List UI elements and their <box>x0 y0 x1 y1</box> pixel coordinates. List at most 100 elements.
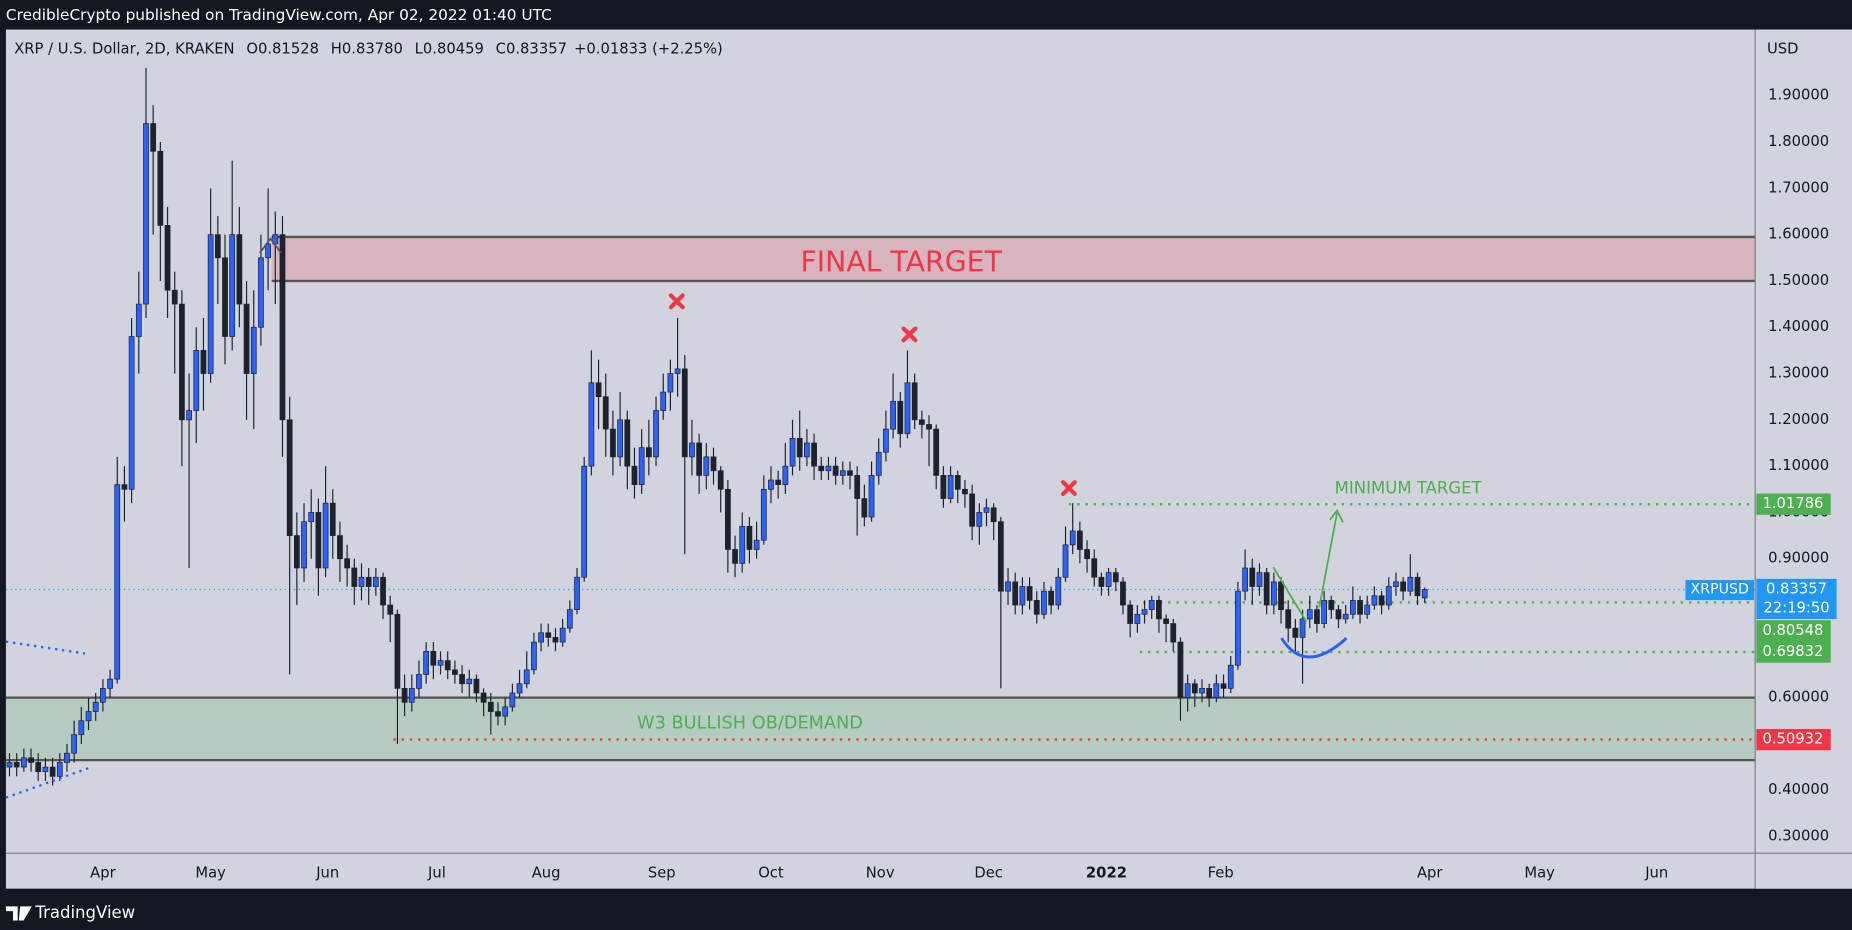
candle-body <box>868 475 875 518</box>
candle-body <box>502 706 509 717</box>
ohlc-label: C <box>496 41 506 58</box>
candle-body <box>1120 581 1126 606</box>
candle-body <box>861 498 868 518</box>
ohlc-value: 0.81528 <box>258 41 319 58</box>
candle-body <box>222 257 228 337</box>
candle-body <box>408 688 415 703</box>
candle-body <box>832 465 839 476</box>
candle-body <box>459 674 465 685</box>
candle-body <box>250 326 257 374</box>
candle-body <box>143 123 149 305</box>
logo <box>5 906 32 921</box>
candle-body <box>696 442 703 476</box>
candle-body <box>1400 581 1407 592</box>
candle-body <box>56 762 63 777</box>
level-label: 0.80548 <box>1762 622 1823 639</box>
candle-body <box>681 368 688 458</box>
candle-body <box>315 512 322 569</box>
candle-body <box>1199 688 1205 694</box>
candle-body <box>904 382 911 435</box>
x-marker <box>668 293 685 310</box>
level-label-box <box>1756 493 1831 515</box>
candle-body <box>35 762 42 773</box>
candle-body <box>717 470 724 490</box>
ohlc-value: 0.83780 <box>342 41 403 58</box>
y-tick-label: 0.90000 <box>1768 550 1829 567</box>
x-tick-label: Feb <box>1208 864 1234 881</box>
candle-body <box>667 373 674 393</box>
level-label: 0.50932 <box>1762 731 1823 748</box>
candle-body <box>990 507 997 523</box>
candle-body <box>100 688 106 703</box>
candle-body <box>890 400 896 430</box>
candle-body <box>1156 600 1162 620</box>
annotation: MINIMUM TARGET <box>1335 479 1483 498</box>
countdown: 22:19:50 <box>1763 599 1829 616</box>
candle-body <box>818 465 825 472</box>
candle-body <box>444 660 451 671</box>
candle-body <box>1041 590 1047 615</box>
x-tick-label: Dec <box>974 864 1003 881</box>
x-tick-label: Oct <box>758 864 784 881</box>
arrow <box>1272 566 1308 623</box>
candle-body <box>186 410 192 421</box>
candle-body <box>344 558 351 569</box>
candle-body <box>416 674 422 689</box>
candle-body <box>1292 627 1299 638</box>
brand: TradingView <box>34 903 135 922</box>
candle-body <box>969 493 975 527</box>
candle-body <box>660 391 667 411</box>
candle-body <box>487 701 494 712</box>
x-tick-label: May <box>1524 864 1555 881</box>
candle-body <box>157 150 164 226</box>
candle-body <box>1407 576 1414 592</box>
x-tick-label: Aug <box>532 864 561 881</box>
candle-body <box>42 766 49 773</box>
y-tick-label: 1.70000 <box>1768 179 1829 196</box>
candle-body <box>883 428 889 453</box>
x-tick-label: 2022 <box>1086 864 1127 881</box>
candle-body <box>1184 683 1191 698</box>
level-label-box <box>1756 620 1831 642</box>
candle-body <box>940 475 947 499</box>
y-tick-label: 1.20000 <box>1768 411 1829 428</box>
candle-body <box>92 701 99 712</box>
candle-body <box>509 692 516 708</box>
candle-body <box>322 502 329 569</box>
candle-body <box>933 428 940 476</box>
candle-body <box>114 484 121 680</box>
candle-body <box>516 683 523 694</box>
currency: USD <box>1767 41 1799 58</box>
candle-body <box>962 488 968 495</box>
y-tick-label: 1.10000 <box>1768 457 1829 474</box>
candle-body <box>229 234 236 337</box>
symbol-box <box>1685 580 1754 601</box>
candle-body <box>1357 600 1363 615</box>
candle-body <box>1191 683 1198 694</box>
candle-body <box>107 678 113 689</box>
candle-body <box>825 465 832 472</box>
candle-body <box>1055 576 1062 606</box>
candle-body <box>1148 600 1155 611</box>
candle-body <box>725 488 731 550</box>
candle-body <box>976 512 983 527</box>
candle-body <box>28 757 34 763</box>
candle-body <box>1077 530 1083 550</box>
candle-body <box>1069 530 1076 546</box>
ohlc-value: 0.80459 <box>423 41 484 58</box>
candle-body <box>78 720 85 736</box>
candle-body <box>638 447 645 486</box>
x-tick-label: Sep <box>648 864 676 881</box>
candle-body <box>401 688 408 703</box>
candles <box>6 67 1428 786</box>
candle-body <box>703 456 710 476</box>
candle-body <box>20 757 27 768</box>
candle-body <box>947 475 954 499</box>
candle-body <box>200 350 207 374</box>
candle-body <box>1206 688 1213 698</box>
candle-body <box>358 576 365 587</box>
candle-body <box>1335 609 1342 620</box>
candle-body <box>918 419 925 425</box>
zone-label: W3 BULLISH OB/DEMAND <box>637 714 863 734</box>
